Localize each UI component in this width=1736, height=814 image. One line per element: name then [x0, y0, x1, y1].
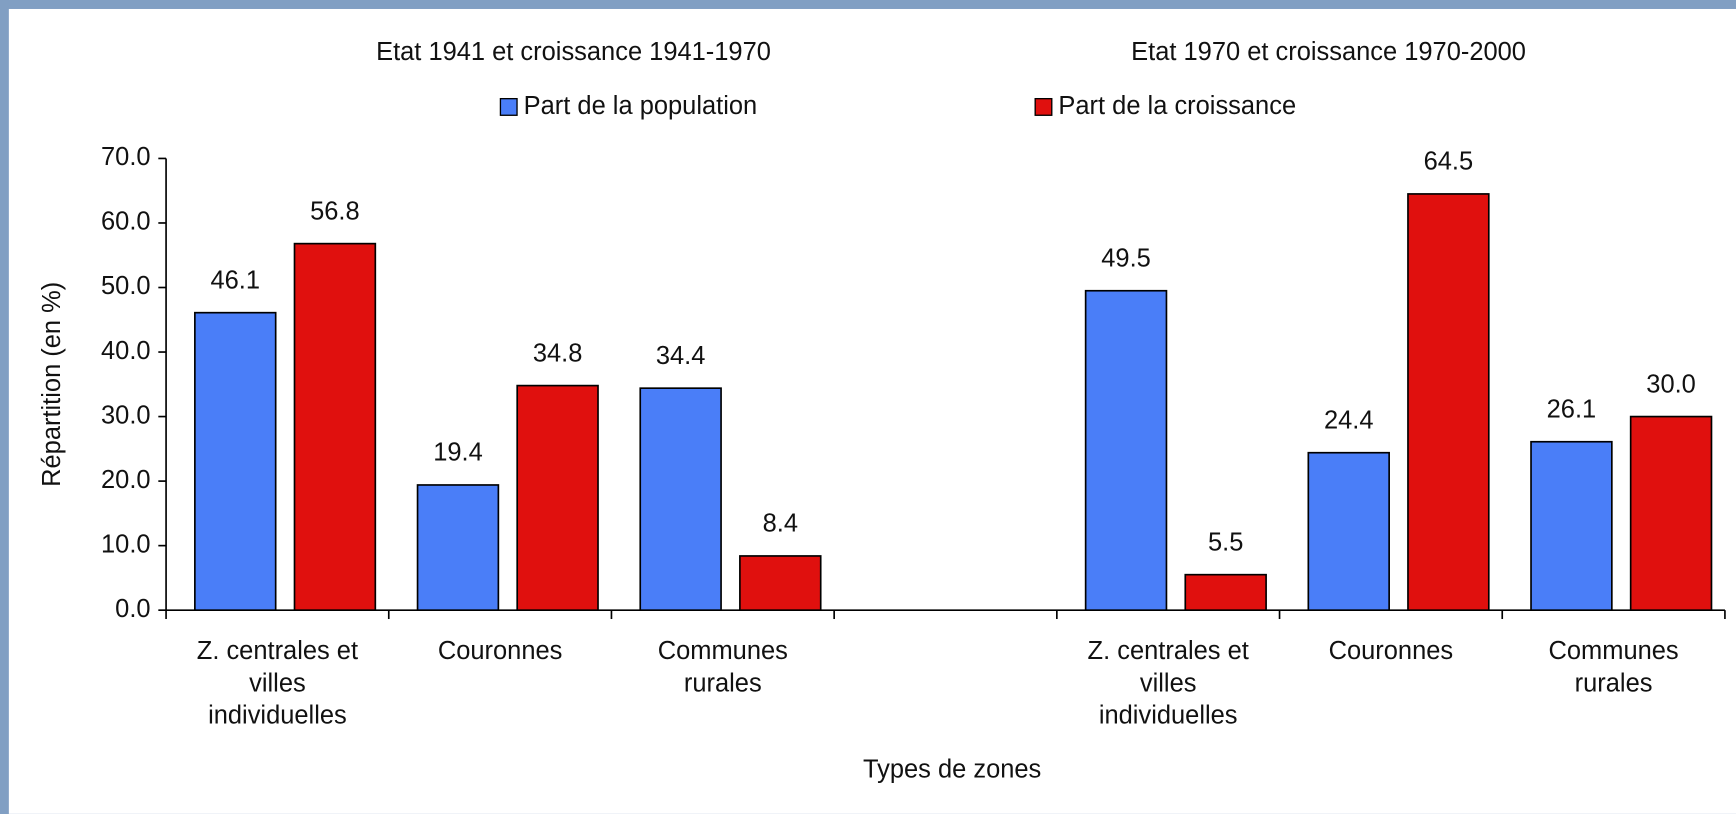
legend-label: Part de la croissance — [1058, 92, 1296, 120]
group-title: Etat 1970 et croissance 1970-2000 — [1131, 38, 1526, 66]
bar — [1307, 451, 1390, 611]
x-tick-label: Couronnes — [1329, 637, 1454, 665]
y-tick-label: 20.0 — [101, 466, 151, 494]
bar — [1629, 415, 1713, 611]
bar — [416, 484, 500, 611]
x-tick-label: Z. centrales et villes individuelles — [197, 637, 358, 729]
value-label: 64.5 — [1424, 148, 1474, 176]
bar — [293, 242, 377, 611]
value-label: 26.1 — [1547, 395, 1597, 423]
bar — [739, 555, 822, 611]
value-label: 34.4 — [656, 342, 706, 370]
y-tick-label: 30.0 — [101, 401, 151, 429]
value-label: 19.4 — [433, 439, 483, 467]
y-tick-label: 0.0 — [115, 595, 150, 623]
value-label: 34.8 — [533, 339, 583, 367]
x-tick-label: Communes rurales — [1549, 637, 1679, 697]
y-axis-label: Répartition (en %) — [38, 282, 66, 487]
x-axis-label: Types de zones — [863, 755, 1041, 783]
x-tick-label: Communes rurales — [658, 637, 788, 697]
y-tick-label: 50.0 — [101, 272, 151, 300]
value-label: 30.0 — [1646, 370, 1696, 398]
group-title: Etat 1941 et croissance 1941-1970 — [376, 38, 771, 66]
x-tick-label: Z. centrales et villes individuelles — [1088, 637, 1249, 729]
bar — [1084, 289, 1168, 611]
bar — [1184, 573, 1267, 611]
bar — [1407, 193, 1490, 611]
bar — [639, 387, 722, 611]
value-label: 56.8 — [310, 197, 360, 225]
bar — [194, 311, 277, 611]
bar — [1530, 440, 1613, 611]
y-tick-label: 60.0 — [101, 208, 151, 236]
value-label: 5.5 — [1208, 528, 1243, 556]
y-tick-label: 40.0 — [101, 337, 151, 365]
value-label: 24.4 — [1324, 406, 1374, 434]
legend-swatch — [1034, 97, 1053, 116]
legend-swatch — [499, 97, 518, 116]
value-label: 8.4 — [763, 510, 798, 538]
x-tick-label: Couronnes — [438, 637, 563, 665]
bar — [516, 384, 599, 611]
y-tick-label: 70.0 — [101, 143, 151, 171]
value-label: 49.5 — [1101, 244, 1151, 272]
y-tick-label: 10.0 — [101, 530, 151, 558]
legend-label: Part de la population — [524, 92, 758, 120]
value-label: 46.1 — [210, 266, 260, 294]
